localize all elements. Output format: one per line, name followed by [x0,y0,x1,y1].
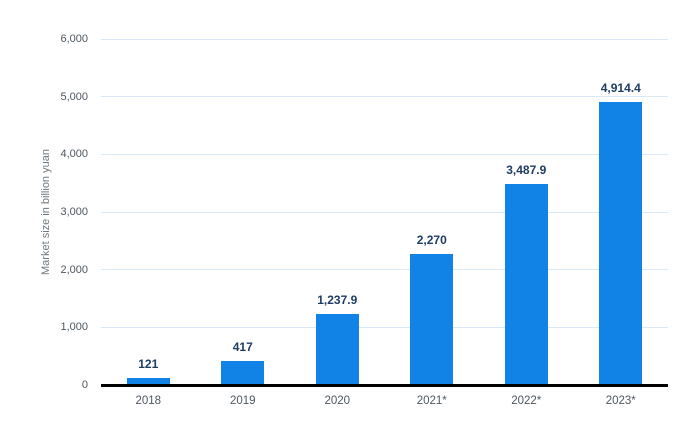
y-tick-label: 6,000 [60,33,88,45]
gridline [101,153,668,155]
bar-2022 [504,183,548,384]
bar-value-label: 3,487.9 [506,162,547,177]
bar-value-label: 1,237.9 [317,292,358,307]
x-tick-label: 2021* [416,395,447,407]
y-tick-label: 2,000 [60,263,88,276]
bar-value-label: 4,914.4 [600,80,641,95]
bar-2019 [221,360,265,384]
bar-2023 [599,101,643,384]
bar-value-label: 417 [232,339,253,354]
gridline [101,38,668,40]
x-axis-line [101,384,668,387]
y-tick-label: 4,000 [60,148,88,161]
bar-value-label: 2,270 [416,233,447,248]
gridline [101,96,668,98]
y-tick-label: 3,000 [60,206,88,218]
bar-2020 [315,313,359,384]
gridline [101,269,668,271]
gridline [101,326,668,328]
x-tick-label: 2018 [135,395,162,407]
x-tick-label: 2022* [511,395,542,407]
bar-value-label: 121 [138,357,159,372]
x-tick-label: 2019 [229,395,256,407]
gridline [101,211,668,213]
bar-2018 [126,378,170,384]
y-tick-label: 0 [81,379,88,391]
x-tick-label: 2020 [324,395,351,407]
y-tick-label: 1,000 [60,321,88,334]
y-tick-label: 5,000 [60,90,88,103]
bar-2021 [410,254,454,384]
x-tick-label: 2023* [605,395,636,407]
